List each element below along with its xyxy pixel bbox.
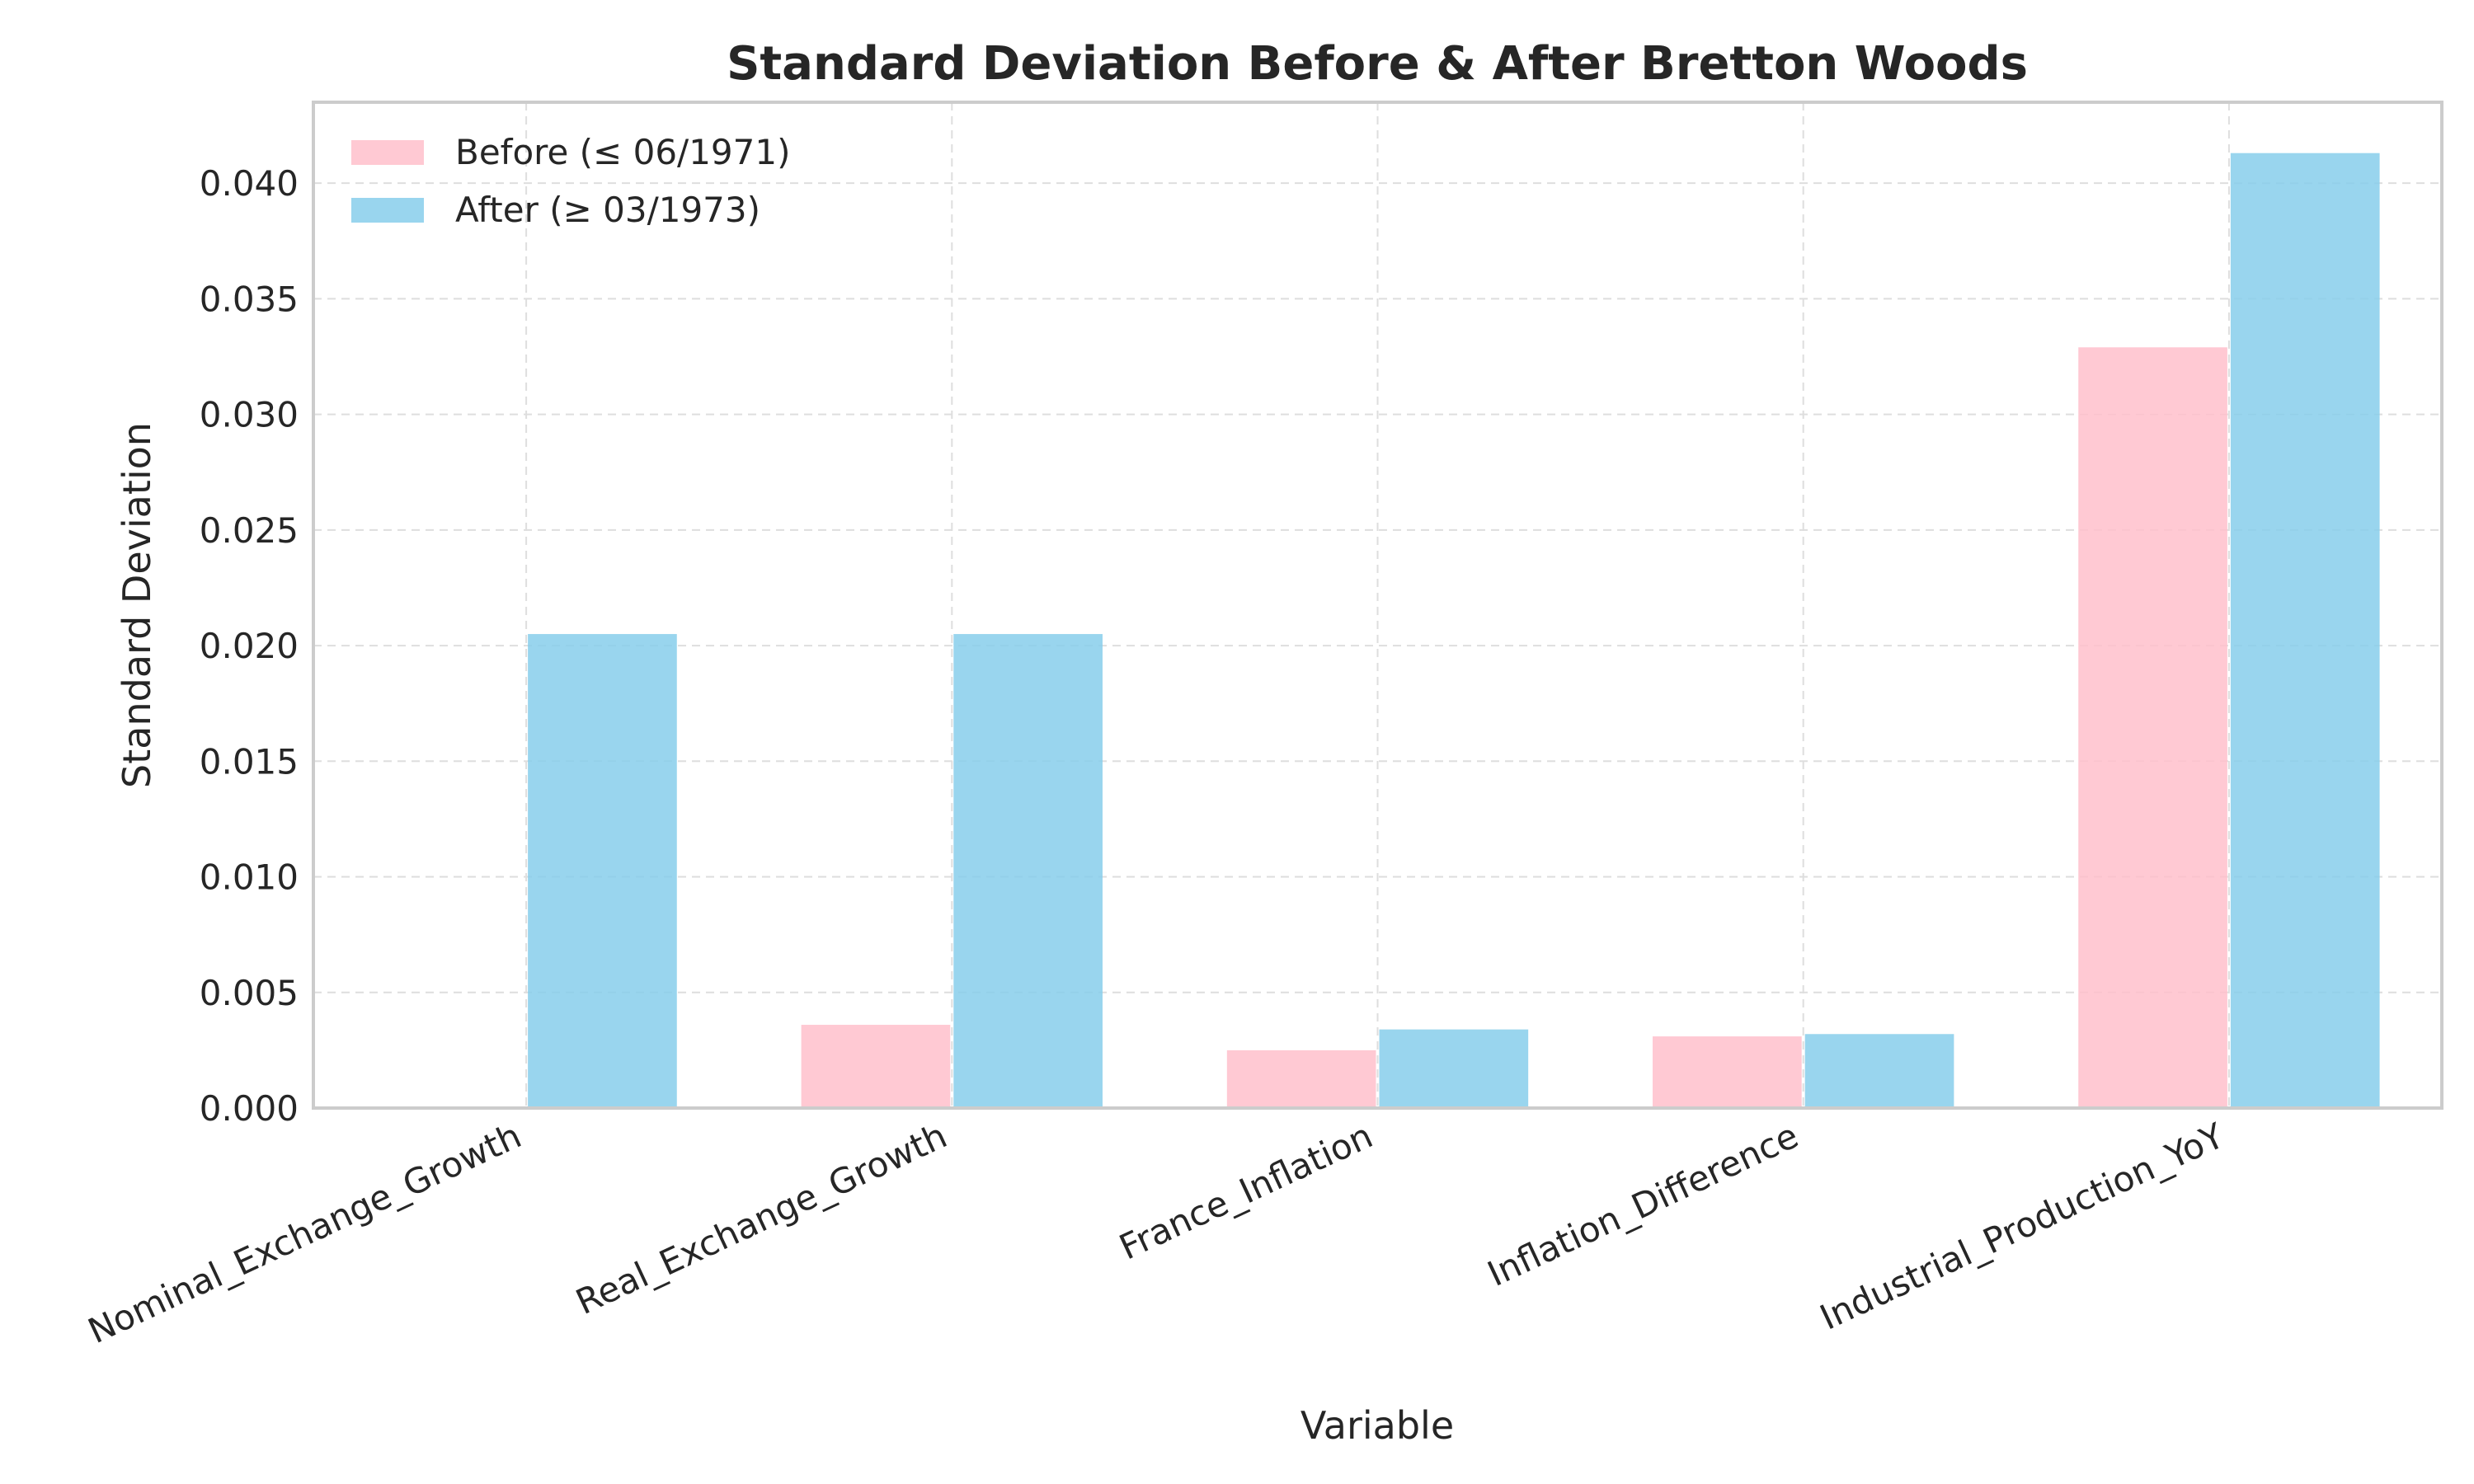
x-axis-ticks: Nominal_Exchange_Growth Real_Exchange_Gro… (82, 1115, 2230, 1352)
y-axis-label: Standard Deviation (115, 422, 159, 788)
y-tick-label: 0.005 (200, 973, 299, 1013)
bar-before (1653, 1036, 1802, 1108)
bar-after (953, 634, 1103, 1108)
bar-after (1379, 1029, 1529, 1108)
x-tick-label: Real_Exchange_Growth (570, 1115, 953, 1322)
y-tick-label: 0.035 (200, 279, 299, 319)
x-tick-label: Inflation_Difference (1481, 1115, 1804, 1294)
y-tick-label: 0.010 (200, 857, 299, 898)
legend: Before (≤ 06/1971) After (≥ 03/1973) (351, 132, 790, 230)
y-tick-label: 0.025 (200, 510, 299, 551)
bar-before (801, 1025, 951, 1108)
plot-frame (312, 101, 2443, 1110)
x-tick-label: France_Inflation (1113, 1115, 1379, 1268)
bar-before (2078, 347, 2227, 1108)
bar-after (528, 634, 677, 1108)
x-tick-label: Nominal_Exchange_Growth (82, 1115, 527, 1352)
bar-after (1804, 1034, 1954, 1108)
x-tick-label: Industrial_Production_YoY (1814, 1115, 2231, 1338)
y-tick-label: 0.000 (200, 1088, 299, 1129)
chart-title: Standard Deviation Before & After Bretto… (727, 37, 2028, 91)
bar-before (1226, 1050, 1376, 1108)
legend-label: Before (≤ 06/1971) (455, 132, 790, 172)
legend-swatch (351, 140, 424, 165)
y-tick-label: 0.015 (200, 741, 299, 782)
y-tick-label: 0.040 (200, 163, 299, 204)
x-axis-label: Variable (1300, 1403, 1454, 1448)
y-tick-label: 0.020 (200, 626, 299, 666)
bar-after (2230, 153, 2380, 1108)
bars (528, 153, 2380, 1108)
y-tick-label: 0.030 (200, 395, 299, 435)
y-axis-ticks: 0.000 0.005 0.010 0.015 0.020 0.025 0.030 0.035… (200, 163, 299, 1129)
legend-label: After (≥ 03/1973) (455, 190, 760, 230)
legend-swatch (351, 198, 424, 223)
